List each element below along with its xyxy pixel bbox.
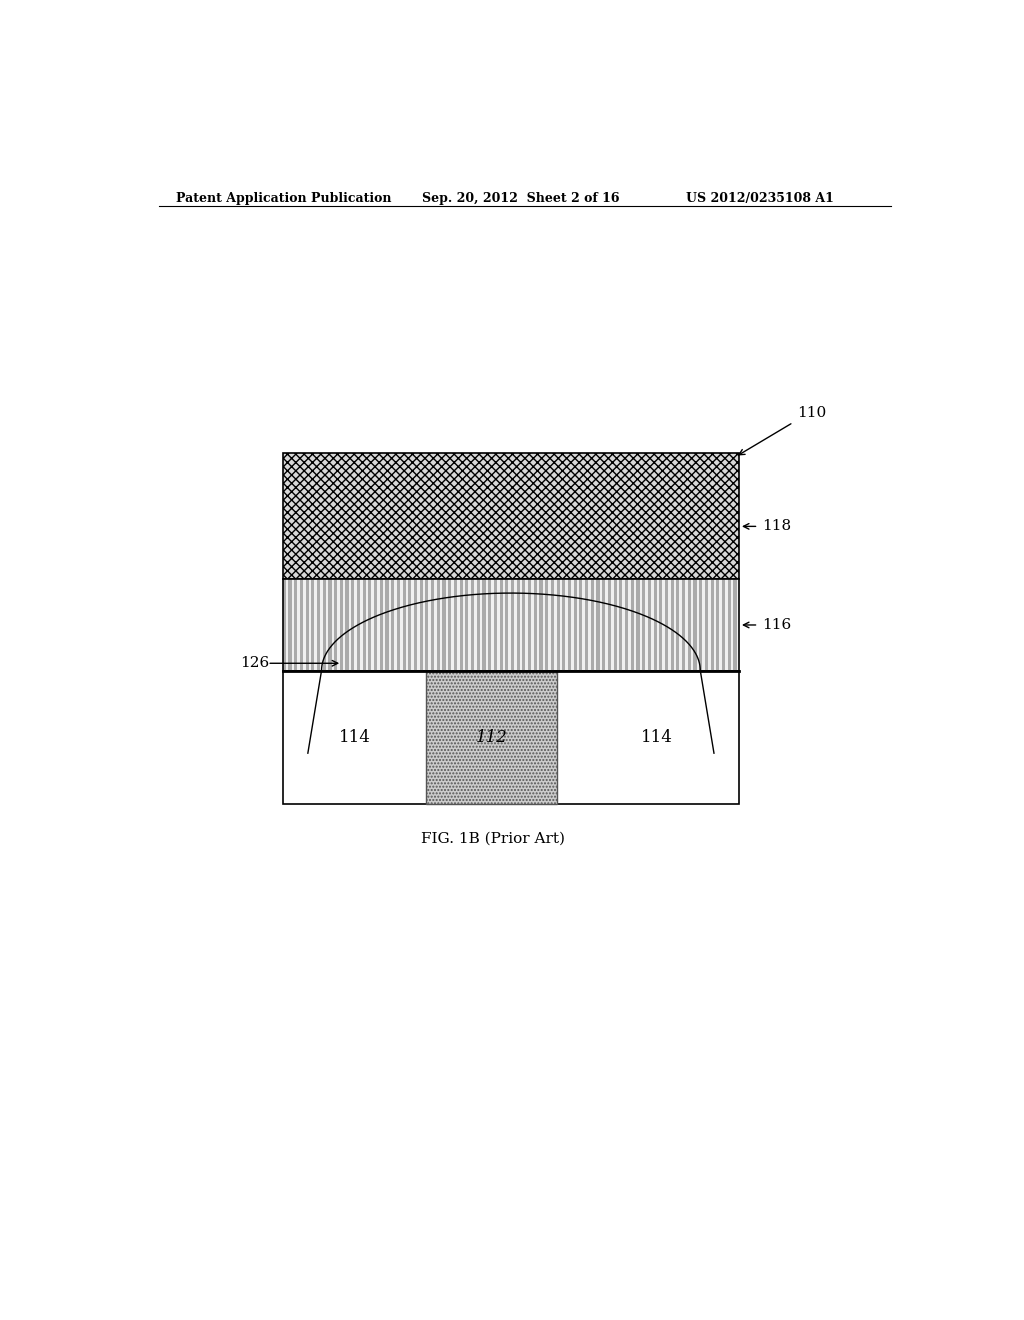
Bar <box>682 579 685 671</box>
Bar <box>300 579 303 671</box>
Bar <box>500 579 503 671</box>
Bar <box>534 579 537 671</box>
Bar <box>676 579 680 671</box>
Bar <box>425 579 428 671</box>
Text: 114: 114 <box>641 729 673 746</box>
Bar <box>511 579 514 671</box>
Bar <box>351 579 354 671</box>
Bar <box>449 579 452 671</box>
Bar <box>620 579 623 671</box>
Bar <box>420 579 423 671</box>
Bar <box>380 579 383 671</box>
Bar <box>613 579 616 671</box>
Bar <box>580 579 583 671</box>
Text: US 2012/0235108 A1: US 2012/0235108 A1 <box>686 191 834 205</box>
Bar <box>568 579 571 671</box>
Bar <box>648 579 651 671</box>
Bar <box>631 579 634 671</box>
Bar <box>585 579 588 671</box>
Bar <box>317 579 321 671</box>
Bar <box>693 579 696 671</box>
Bar <box>688 579 691 671</box>
Bar <box>385 579 388 671</box>
Bar <box>562 579 565 671</box>
Bar <box>402 579 406 671</box>
Bar <box>505 579 508 671</box>
Bar <box>671 579 674 671</box>
Bar <box>294 579 297 671</box>
Bar <box>659 579 663 671</box>
Bar <box>323 579 326 671</box>
Text: FIG. 1B (Prior Art): FIG. 1B (Prior Art) <box>421 832 564 846</box>
Bar <box>334 579 337 671</box>
Bar <box>528 579 531 671</box>
Bar <box>329 579 332 671</box>
Bar <box>602 579 605 671</box>
Bar <box>471 579 474 671</box>
Text: Sep. 20, 2012  Sheet 2 of 16: Sep. 20, 2012 Sheet 2 of 16 <box>423 191 620 205</box>
Bar <box>409 579 412 671</box>
Bar <box>716 579 720 671</box>
Bar <box>357 579 360 671</box>
Text: 114: 114 <box>339 729 371 746</box>
Bar <box>477 579 480 671</box>
Bar <box>642 579 645 671</box>
Bar <box>591 579 594 671</box>
Bar <box>545 579 548 671</box>
Text: Patent Application Publication: Patent Application Publication <box>176 191 391 205</box>
Bar <box>460 579 463 671</box>
Bar <box>426 671 557 804</box>
Text: 112: 112 <box>475 729 507 746</box>
Bar <box>494 579 497 671</box>
Bar <box>522 579 525 671</box>
Bar <box>711 579 714 671</box>
Bar <box>283 453 739 579</box>
Bar <box>283 671 739 804</box>
Bar <box>283 579 739 671</box>
Bar <box>289 579 292 671</box>
Bar <box>517 579 520 671</box>
Bar <box>454 579 457 671</box>
Bar <box>362 579 366 671</box>
Bar <box>699 579 702 671</box>
Bar <box>369 579 372 671</box>
Bar <box>437 579 440 671</box>
Bar <box>340 579 343 671</box>
Bar <box>728 579 731 671</box>
Bar <box>705 579 708 671</box>
Bar <box>540 579 543 671</box>
Bar <box>345 579 348 671</box>
Bar <box>636 579 640 671</box>
Bar <box>431 579 434 671</box>
Bar <box>722 579 725 671</box>
Text: 110: 110 <box>798 407 826 420</box>
Bar <box>305 579 308 671</box>
Bar <box>573 579 577 671</box>
Bar <box>625 579 628 671</box>
Bar <box>596 579 600 671</box>
Bar <box>283 579 286 671</box>
Bar <box>482 579 485 671</box>
Bar <box>311 579 314 671</box>
Bar <box>374 579 377 671</box>
Bar <box>397 579 400 671</box>
Text: 116: 116 <box>762 618 792 632</box>
Bar <box>733 579 736 671</box>
Text: 118: 118 <box>762 519 792 533</box>
Bar <box>488 579 492 671</box>
Bar <box>653 579 656 671</box>
Bar <box>608 579 611 671</box>
Bar <box>551 579 554 671</box>
Bar <box>283 579 739 671</box>
Text: 126: 126 <box>240 656 269 671</box>
Bar <box>414 579 417 671</box>
Bar <box>391 579 394 671</box>
Bar <box>665 579 668 671</box>
Bar <box>557 579 560 671</box>
Bar <box>465 579 468 671</box>
Bar <box>442 579 445 671</box>
